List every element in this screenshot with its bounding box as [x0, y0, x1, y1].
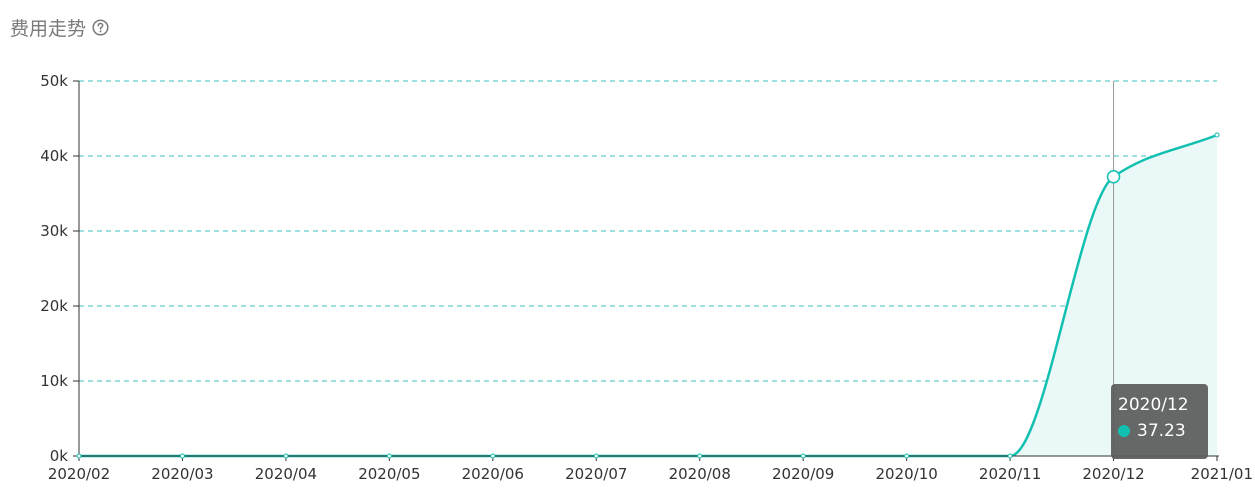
- y-tick-label: 30k: [40, 222, 68, 240]
- x-tick-label: 2020/04: [255, 465, 317, 483]
- data-point[interactable]: [179, 453, 185, 459]
- data-point[interactable]: [1007, 453, 1013, 459]
- y-tick-label: 0k: [50, 447, 69, 465]
- data-point[interactable]: [800, 453, 806, 459]
- tooltip-title: 2020/12: [1118, 395, 1189, 415]
- tooltip-series-marker: [1118, 425, 1130, 437]
- x-tick-label: 2020/11: [979, 465, 1041, 483]
- chart-header: 费用走势: [10, 12, 109, 42]
- data-point[interactable]: [386, 453, 392, 459]
- data-point[interactable]: [490, 453, 496, 459]
- x-tick-label: 2020/10: [875, 465, 937, 483]
- data-point[interactable]: [76, 453, 82, 459]
- x-axis-ticks: 2020/02 2020/03 2020/04 2020/05 2020/06 2020/…: [48, 456, 1253, 483]
- y-tick-label: 10k: [40, 372, 68, 390]
- x-tick-label: 2020/06: [462, 465, 524, 483]
- x-tick-label: 2020/09: [772, 465, 834, 483]
- x-tick-label: 2021/01: [1191, 465, 1253, 483]
- tooltip-row: 37.23: [1118, 417, 1208, 445]
- x-tick-label: 2020/05: [358, 465, 420, 483]
- x-tick-label: 2020/02: [48, 465, 110, 483]
- data-point[interactable]: [283, 453, 289, 459]
- question-circle-icon[interactable]: [92, 18, 109, 36]
- y-axis-ticks: 0k 10k 20k 30k 40k 50k: [40, 72, 79, 465]
- data-point[interactable]: [1214, 132, 1220, 138]
- x-tick-label: 2020/12: [1082, 465, 1144, 483]
- data-point[interactable]: [697, 453, 703, 459]
- x-tick-label: 2020/08: [669, 465, 731, 483]
- tooltip-value: 37.23: [1137, 421, 1186, 441]
- y-tick-label: 20k: [40, 297, 68, 315]
- series-area: [79, 135, 1217, 456]
- x-tick-label: 2020/03: [151, 465, 213, 483]
- data-point-highlighted[interactable]: [1106, 170, 1121, 184]
- data-points: [76, 132, 1220, 459]
- tooltip: 2020/12 37.23: [1111, 384, 1208, 459]
- data-point[interactable]: [593, 453, 599, 459]
- x-tick-label: 2020/07: [565, 465, 627, 483]
- y-tick-label: 50k: [40, 72, 68, 90]
- chart-title: 费用走势: [10, 17, 87, 40]
- y-tick-label: 40k: [40, 147, 68, 165]
- data-point[interactable]: [904, 453, 910, 459]
- grid-lines: [79, 80, 1217, 382]
